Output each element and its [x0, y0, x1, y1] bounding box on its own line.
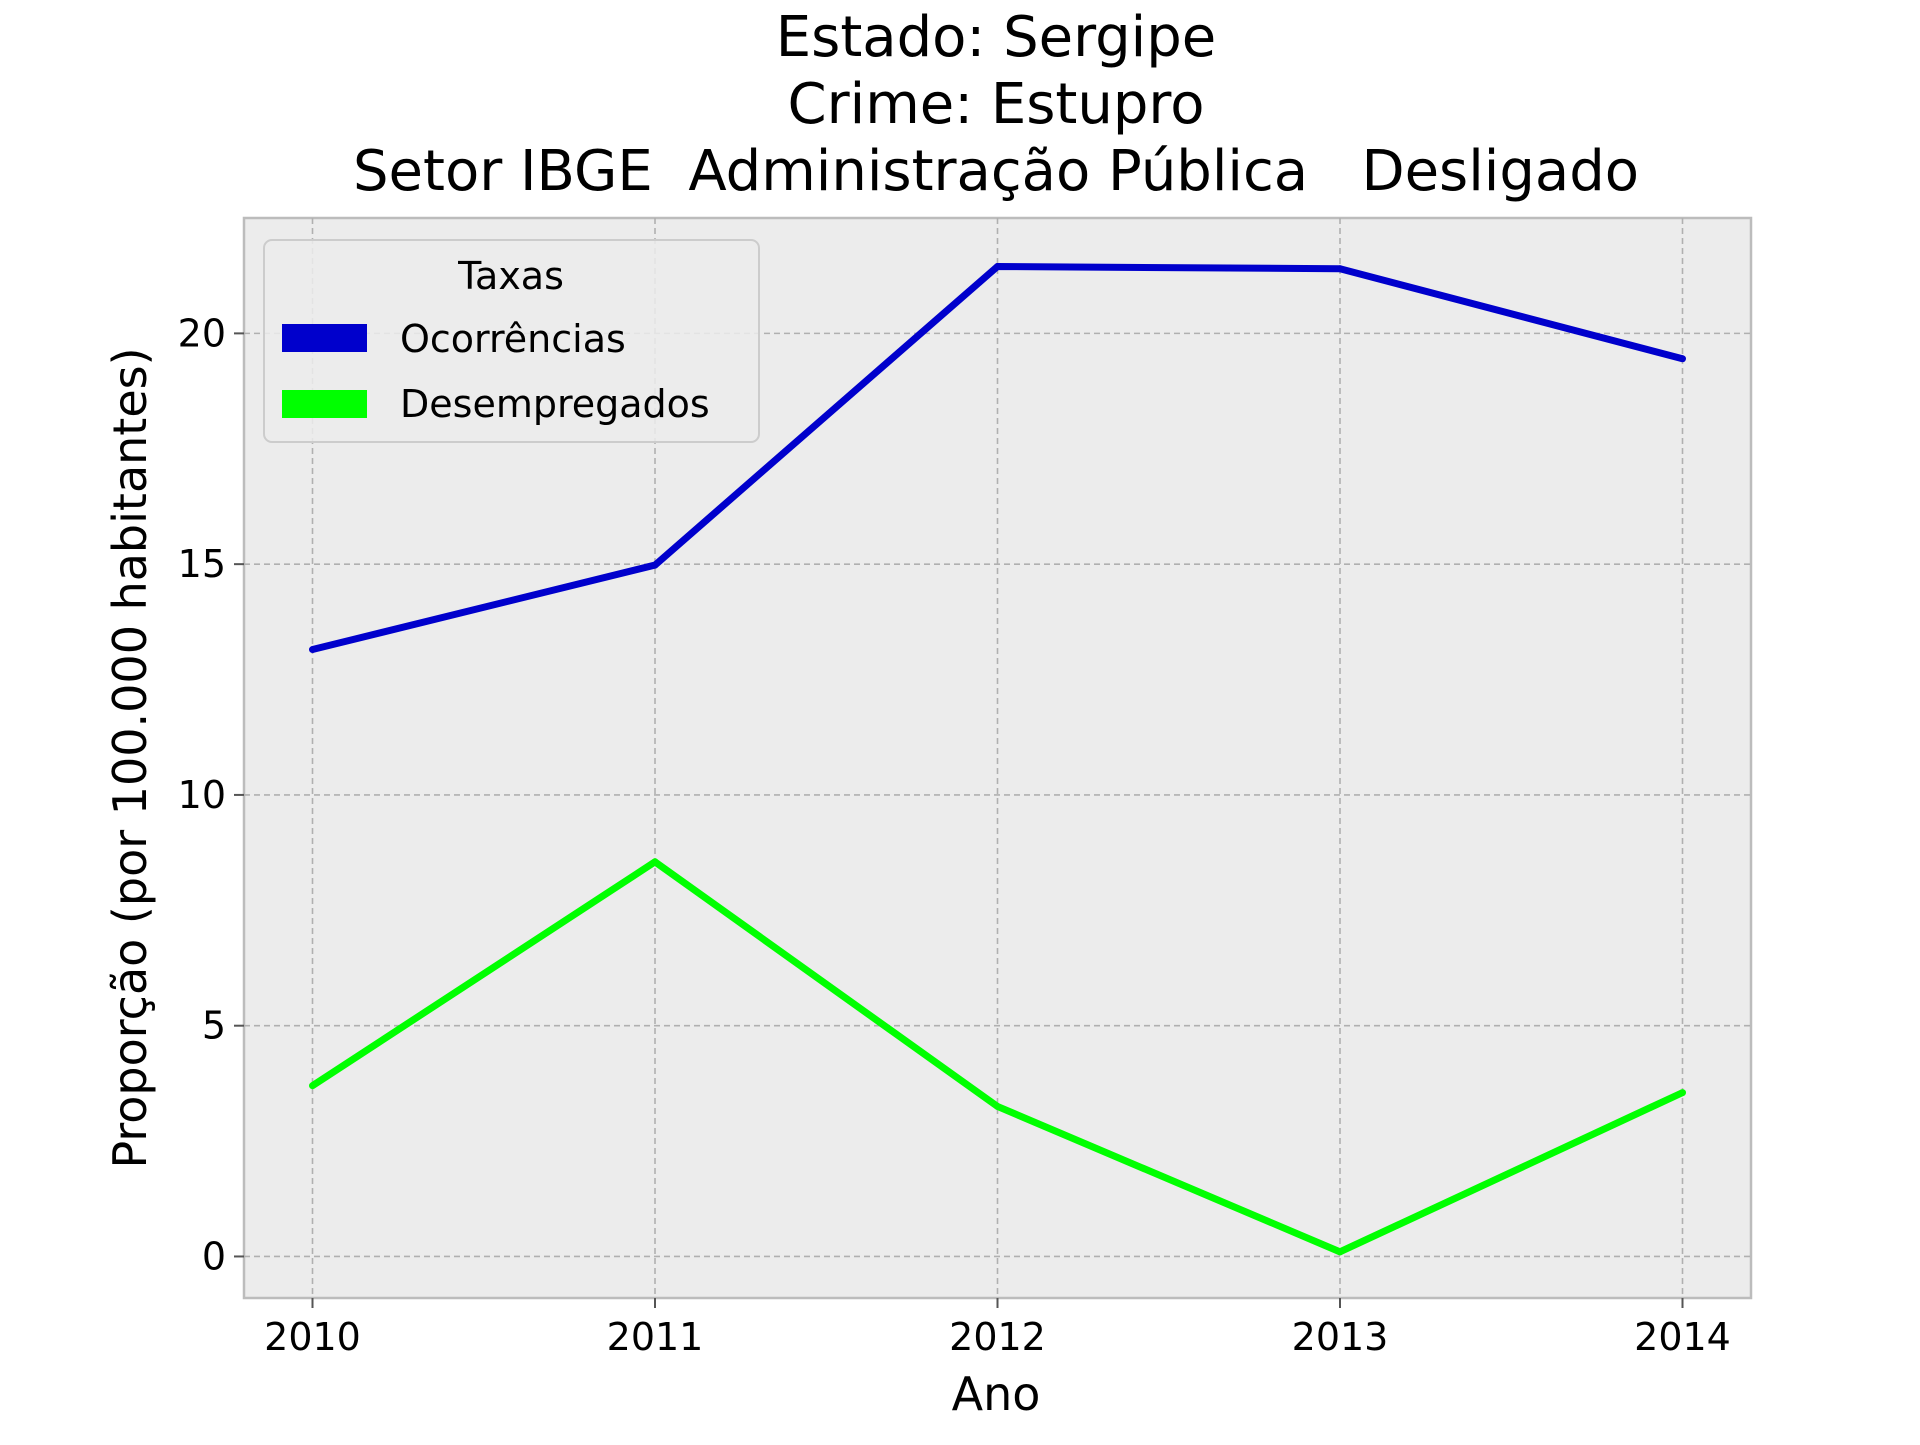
x-axis-label: Ano — [952, 1367, 1041, 1421]
chart-title-line: Estado: Sergipe — [776, 5, 1216, 70]
x-tick-label: 2012 — [949, 1315, 1046, 1359]
data-point-ocorrencias — [1336, 265, 1344, 273]
legend-label-desempregados: Desempregados — [400, 382, 710, 426]
legend-swatch-ocorrencias — [282, 324, 367, 352]
data-point-desempregados — [651, 858, 659, 866]
legend-title: Taxas — [457, 254, 564, 298]
x-tick-label: 2013 — [1292, 1315, 1389, 1359]
data-point-desempregados — [309, 1082, 316, 1090]
data-point-desempregados — [1679, 1089, 1686, 1097]
y-tick-label: 0 — [202, 1234, 226, 1278]
x-tick-label: 2010 — [264, 1315, 361, 1359]
data-point-ocorrencias — [651, 561, 659, 569]
legend: Taxas Ocorrências Desempregados — [263, 239, 760, 443]
y-tick-label: 20 — [178, 311, 226, 355]
y-tick-label: 5 — [202, 1004, 226, 1048]
chart-title-line: Crime: Estupro — [788, 72, 1205, 137]
x-tick-label: 2014 — [1634, 1315, 1731, 1359]
y-tick-label: 15 — [178, 542, 226, 586]
data-point-ocorrencias — [1679, 355, 1686, 363]
axis-ticks: 2010 2011 2012 2013 2014 0 5 10 15 20 — [178, 311, 1731, 1359]
chart-title-line: Setor IBGE Administração Pública Desliga… — [353, 139, 1639, 204]
legend-swatch-desempregados — [282, 390, 367, 418]
legend-label-ocorrencias: Ocorrências — [400, 317, 626, 361]
data-point-desempregados — [1336, 1248, 1344, 1256]
data-point-ocorrencias — [994, 262, 1001, 270]
chart-title: Estado: Sergipe Crime: Estupro Setor IBG… — [353, 5, 1639, 204]
series-lines — [309, 262, 1686, 1256]
y-tick-label: 10 — [178, 773, 226, 817]
y-axis-label: Proporção (por 100.000 habitantes) — [103, 347, 157, 1168]
x-tick-label: 2011 — [607, 1315, 704, 1359]
legend-box — [263, 239, 760, 443]
data-point-ocorrencias — [309, 646, 316, 654]
data-point-desempregados — [994, 1102, 1001, 1110]
